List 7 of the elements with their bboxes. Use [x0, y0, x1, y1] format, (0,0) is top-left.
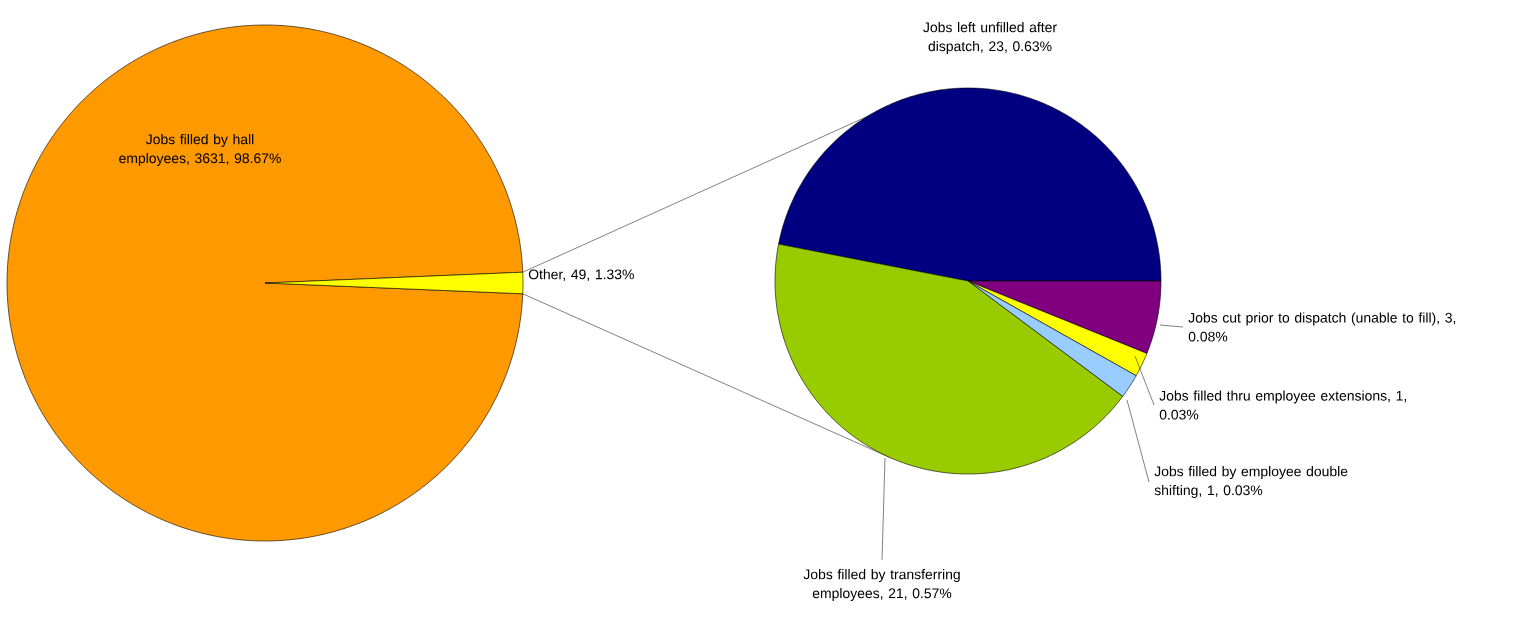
slice-label: Jobs left unfilled after dispatch, 23, 0.63%	[923, 22, 1057, 54]
slice-label: Jobs filled thru employee extensions, 1, 0.03%	[1159, 390, 1406, 420]
slice-label: Jobs filled by employee double shifting, 1, 0.03%	[1154, 466, 1348, 498]
slice-label: Jobs filled by transferring employees, 21, 0.57%	[803, 569, 960, 601]
slice-label: Other, 49, 1.33%	[528, 269, 634, 281]
slice-label: Jobs filled by hall employees, 3631, 98.67%	[119, 134, 281, 166]
slice-label: Jobs cut prior to dispatch (unable to fill), 3, 0.08%	[1188, 312, 1456, 342]
